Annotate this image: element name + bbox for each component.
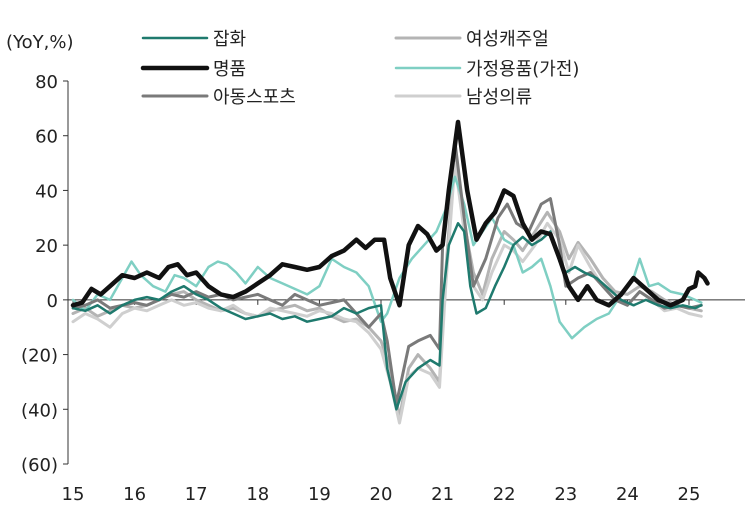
y-axis-ticks: 80 60 40 20 0 (20) (40) (60) bbox=[21, 72, 68, 476]
y-tick-label: 0 bbox=[47, 291, 58, 312]
x-tick-label: 20 bbox=[370, 484, 393, 505]
x-tick-label: 17 bbox=[185, 484, 208, 505]
unit-label: (YoY,%) bbox=[6, 32, 73, 53]
x-tick-label: 18 bbox=[246, 484, 269, 505]
y-tick-label: 40 bbox=[35, 181, 58, 202]
x-tick-label: 16 bbox=[123, 484, 146, 505]
y-tick-label: 20 bbox=[35, 236, 58, 257]
x-tick-label: 25 bbox=[678, 484, 701, 505]
legend-label: 명품 bbox=[213, 59, 246, 80]
y-tick-label: (40) bbox=[21, 400, 58, 421]
legend-label: 잡화 bbox=[213, 29, 246, 50]
x-tick-label: 21 bbox=[431, 484, 454, 505]
series-line-3 bbox=[71, 147, 703, 419]
y-tick-label: 80 bbox=[35, 72, 58, 93]
series-line-5 bbox=[71, 161, 703, 425]
x-tick-label: 23 bbox=[554, 484, 577, 505]
legend-label: 남성의류 bbox=[466, 87, 532, 108]
series-line-4 bbox=[71, 175, 703, 340]
series-line-1 bbox=[70, 119, 710, 308]
x-tick-label: 15 bbox=[62, 484, 85, 505]
x-tick-label: 19 bbox=[308, 484, 331, 505]
legend-label: 가정용품(가전) bbox=[466, 59, 579, 80]
series-line-0 bbox=[71, 222, 703, 411]
legend-label: 여성캐주얼 bbox=[466, 29, 549, 50]
y-tick-label: (20) bbox=[21, 346, 58, 367]
legend-label: 아동스포츠 bbox=[213, 87, 296, 108]
x-tick-label: 24 bbox=[616, 484, 639, 505]
y-tick-label: (60) bbox=[21, 455, 58, 476]
y-tick-label: 60 bbox=[35, 127, 58, 148]
x-tick-label: 22 bbox=[493, 484, 516, 505]
x-axis-ticks: 15 16 17 18 19 20 21 22 23 24 25 bbox=[62, 299, 701, 505]
series-lines bbox=[70, 119, 710, 425]
